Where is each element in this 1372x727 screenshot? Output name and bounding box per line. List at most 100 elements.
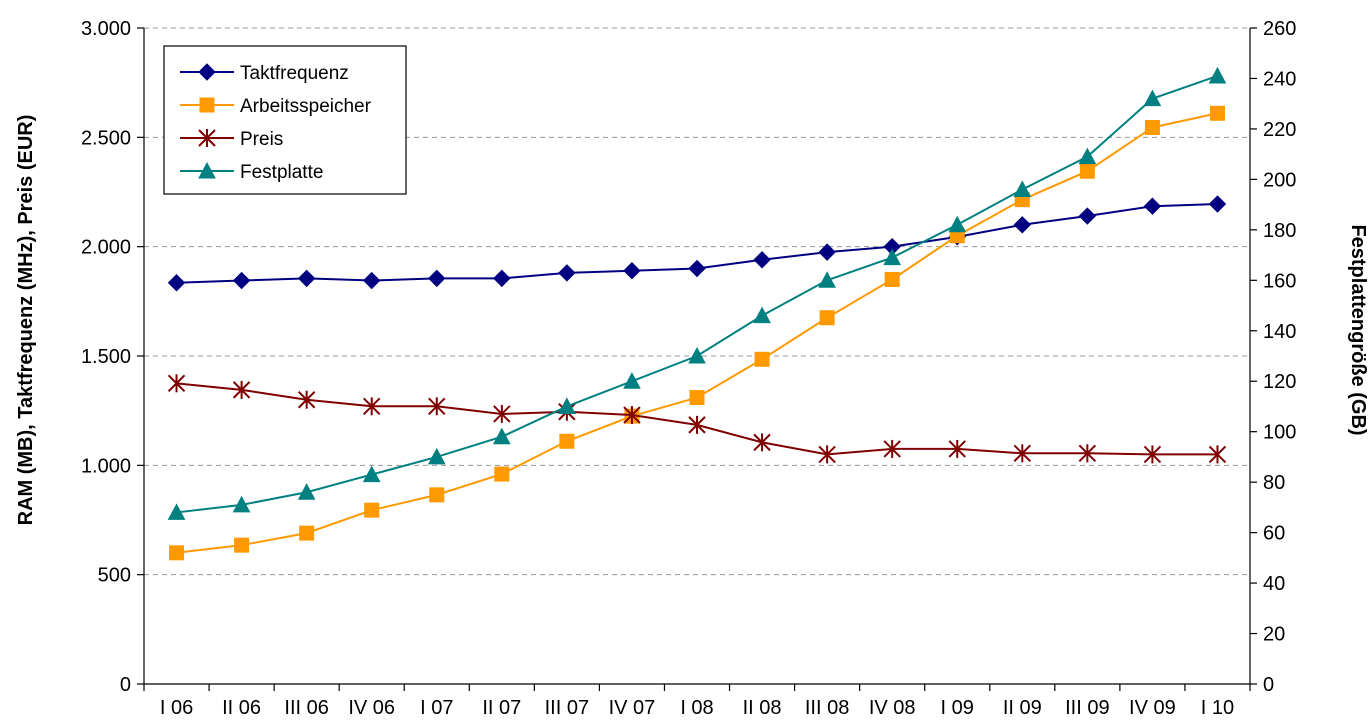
legend-label-arbeitsspeicher: Arbeitsspeicher (240, 96, 372, 117)
data-point-taktfrequenz (558, 264, 576, 282)
data-point-taktfrequenz (232, 271, 251, 290)
data-point-taktfrequenz (1143, 197, 1162, 215)
x-tick-label: III 08 (805, 697, 849, 719)
data-point-festplatte (232, 495, 251, 513)
data-point-preis (297, 390, 316, 409)
y-right-tick-label: 60 (1263, 523, 1285, 545)
data-point-festplatte (948, 215, 967, 233)
data-point-arbeitsspeicher (819, 310, 835, 326)
legend-label-taktfrequenz: Taktfrequenz (240, 63, 349, 84)
data-point-preis (1208, 445, 1227, 464)
data-point-festplatte (818, 271, 836, 288)
data-point-preis (818, 445, 836, 464)
data-point-taktfrequenz (623, 262, 641, 280)
y-right-axis-title: Festplattengröße (GB) (1347, 224, 1369, 435)
data-point-arbeitsspeicher (299, 525, 315, 541)
y-right-tick-label: 20 (1263, 624, 1285, 646)
data-point-taktfrequenz (688, 259, 706, 278)
data-point-taktfrequenz (297, 269, 316, 288)
x-tick-label: II 06 (222, 697, 261, 719)
data-point-festplatte (362, 465, 381, 483)
x-tick-label: IV 09 (1129, 697, 1176, 719)
data-point-taktfrequenz (1078, 207, 1097, 225)
data-point-festplatte (1013, 180, 1032, 197)
data-point-taktfrequenz (493, 269, 511, 288)
data-point-arbeitsspeicher (689, 390, 705, 406)
data-point-festplatte (558, 397, 576, 414)
y-right-tick-label: 140 (1263, 321, 1296, 343)
series (167, 66, 1227, 561)
series-taktfrequenz (167, 195, 1227, 292)
x-tick-label: IV 07 (609, 697, 656, 719)
data-point-festplatte (688, 346, 706, 364)
legend-label-preis: Preis (240, 129, 283, 150)
y-left-tick-label: 1.000 (81, 455, 131, 477)
legend-item-festplatte: Festplatte (180, 161, 323, 183)
data-point-festplatte (1208, 66, 1227, 84)
data-point-preis (1143, 445, 1162, 464)
data-point-arbeitsspeicher (169, 545, 185, 561)
legend-marker-taktfrequenz (198, 63, 216, 81)
data-point-preis (493, 404, 511, 423)
data-point-preis (883, 439, 901, 458)
y-right-tick-label: 220 (1263, 119, 1296, 141)
data-point-festplatte (167, 503, 186, 520)
y-left-tick-label: 3.000 (81, 18, 131, 40)
data-point-taktfrequenz (1013, 216, 1032, 234)
data-point-arbeitsspeicher (234, 537, 250, 553)
data-point-taktfrequenz (167, 274, 186, 292)
data-point-festplatte (623, 372, 641, 389)
data-point-festplatte (1143, 89, 1162, 107)
x-tick-label: I 08 (680, 697, 713, 719)
x-tick-label: II 08 (743, 697, 782, 719)
legend: Taktfrequenz Arbeitsspeicher Preis Festplat… (163, 45, 407, 195)
data-point-arbeitsspeicher (754, 351, 770, 367)
y-left-tick-label: 2.500 (81, 127, 131, 149)
data-point-preis (948, 439, 966, 458)
data-point-arbeitsspeicher (1079, 163, 1095, 179)
x-tick-label: III 07 (545, 697, 589, 719)
data-point-taktfrequenz (753, 251, 771, 269)
series-festplatte (167, 66, 1227, 520)
legend-marker-arbeitsspeicher (199, 97, 215, 113)
data-point-festplatte (427, 447, 446, 465)
y-right-tick-label: 180 (1263, 220, 1296, 242)
x-tick-label: IV 06 (348, 697, 395, 719)
y-right-tick-label: 240 (1263, 68, 1296, 90)
data-point-preis (623, 406, 641, 425)
legend-label-festplatte: Festplatte (240, 162, 323, 183)
data-point-arbeitsspeicher (1209, 105, 1225, 121)
data-point-preis (1013, 444, 1032, 463)
data-point-festplatte (297, 483, 316, 500)
x-tick-label: I 09 (941, 697, 974, 719)
x-tick-label: III 09 (1065, 697, 1109, 719)
data-point-preis (428, 397, 446, 416)
legend-marker-festplatte (198, 161, 216, 179)
y-right-tick-label: 80 (1263, 472, 1285, 494)
y-right-tick-label: 200 (1263, 169, 1296, 191)
data-point-preis (362, 397, 381, 416)
legend-item-preis: Preis (180, 129, 283, 150)
data-point-preis (167, 374, 186, 393)
x-tick-label: IV 08 (869, 697, 916, 719)
data-point-arbeitsspeicher (429, 487, 445, 503)
y-left-tick-label: 500 (98, 565, 131, 587)
y-left-tick-label: 1.500 (81, 346, 131, 368)
data-point-festplatte (753, 306, 771, 324)
x-tick-label: II 09 (1003, 697, 1042, 719)
data-point-festplatte (1078, 147, 1097, 165)
y-right-tick-label: 40 (1263, 573, 1285, 595)
y-right-tick-label: 160 (1263, 270, 1296, 292)
y-right-tick-label: 100 (1263, 422, 1296, 444)
data-point-taktfrequenz (1208, 195, 1227, 213)
legend-marker-preis (198, 129, 216, 147)
y-right-tick-label: 260 (1263, 18, 1296, 40)
series-preis (167, 374, 1227, 464)
x-tick-label: II 07 (482, 697, 521, 719)
data-point-preis (232, 380, 251, 399)
data-point-festplatte (883, 248, 902, 266)
data-point-arbeitsspeicher (559, 433, 575, 449)
data-point-taktfrequenz (428, 269, 446, 288)
